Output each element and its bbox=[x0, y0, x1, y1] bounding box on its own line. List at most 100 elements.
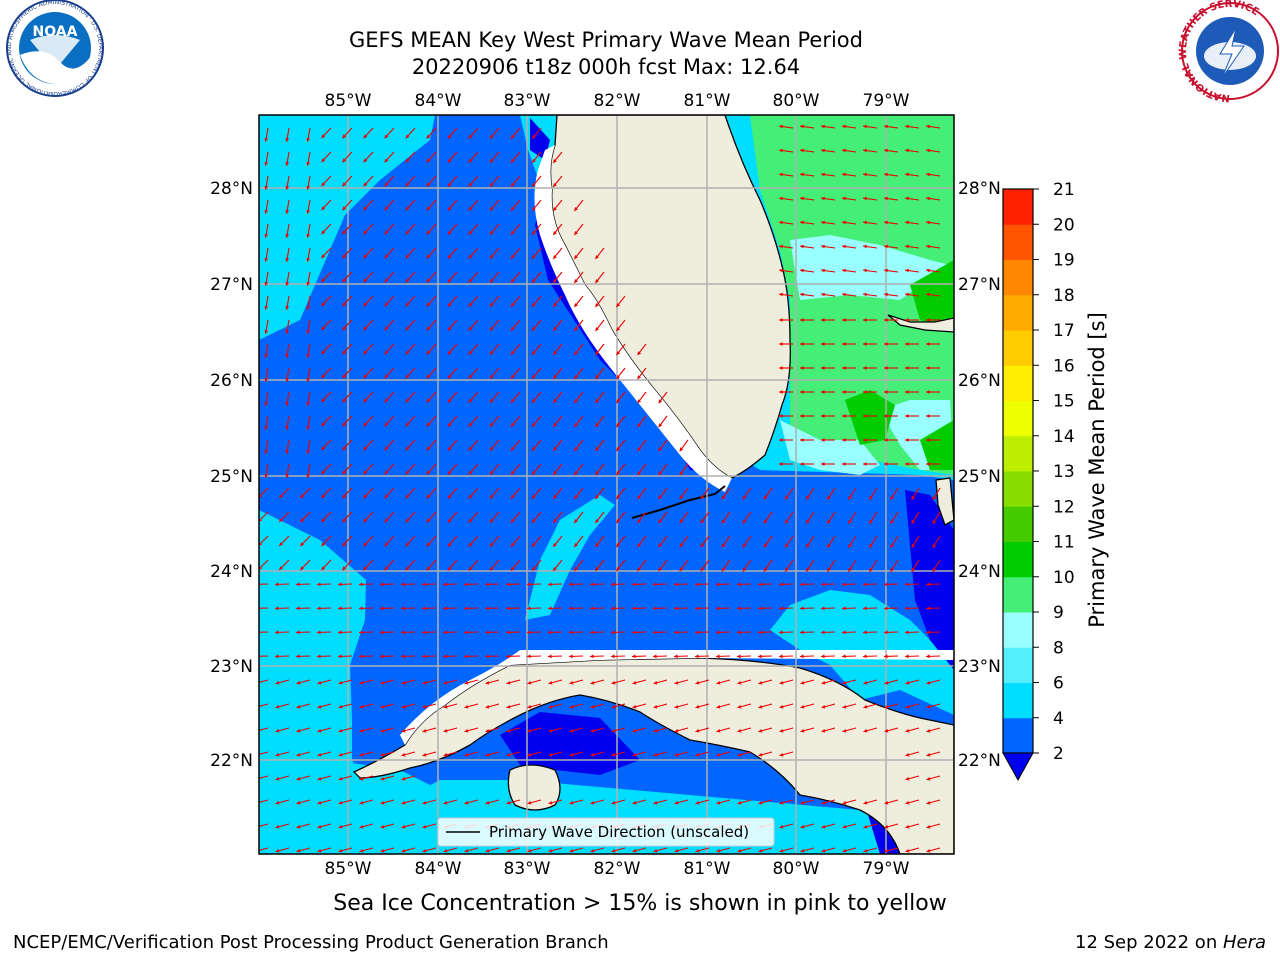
lat-label-right: 25°N bbox=[958, 467, 1001, 487]
wave-arrow-head bbox=[285, 138, 290, 142]
wave-arrow-head bbox=[611, 606, 615, 611]
wave-arrow-head bbox=[905, 318, 909, 322]
colorbar-segment bbox=[1003, 647, 1033, 683]
wave-arrow-head bbox=[490, 134, 494, 139]
wave-arrow-head bbox=[490, 302, 494, 307]
wave-arrow-head bbox=[511, 518, 515, 523]
wave-arrow-head bbox=[532, 470, 536, 475]
wave-arrow bbox=[259, 631, 269, 633]
wave-arrow-head bbox=[884, 582, 888, 587]
wave-arrow-head bbox=[264, 282, 269, 286]
wave-arrow-head bbox=[485, 606, 489, 611]
wave-arrow-head bbox=[700, 519, 705, 524]
wave-arrow-head bbox=[884, 366, 888, 370]
wave-arrow-head bbox=[511, 446, 515, 451]
wave-arrow-head bbox=[779, 244, 783, 249]
wave-arrow-head bbox=[548, 680, 553, 685]
wave-arrow-head bbox=[405, 326, 410, 331]
wave-arrow-head bbox=[405, 206, 410, 211]
lon-label-top: 79°W bbox=[863, 91, 910, 111]
wave-arrow-head bbox=[296, 776, 301, 781]
wave-arrow-head bbox=[595, 399, 599, 403]
wave-arrow-head bbox=[842, 824, 847, 829]
colorbar-tick-label: 18 bbox=[1053, 286, 1075, 306]
lat-label-left: 23°N bbox=[210, 657, 253, 677]
wave-arrow-head bbox=[384, 278, 389, 283]
wave-arrow-head bbox=[363, 422, 368, 427]
wave-arrow-head bbox=[321, 230, 326, 235]
wave-arrow-head bbox=[842, 124, 846, 129]
wave-arrow-head bbox=[275, 728, 280, 733]
wave-arrow-head bbox=[464, 630, 468, 635]
wave-arrow-head bbox=[384, 374, 389, 379]
wave-arrow-head bbox=[863, 124, 867, 129]
wave-arrow-head bbox=[574, 567, 578, 571]
wave-arrow bbox=[259, 727, 269, 731]
wave-arrow-head bbox=[785, 495, 789, 500]
wave-arrow-head bbox=[637, 495, 642, 500]
wave-arrow-head bbox=[821, 848, 826, 853]
wave-arrow-head bbox=[317, 630, 321, 635]
wave-arrow-head bbox=[695, 680, 700, 685]
wave-arrow-head bbox=[632, 680, 637, 685]
wave-arrow-head bbox=[405, 566, 410, 571]
wave-arrow-head bbox=[905, 630, 909, 635]
wave-arrow-head bbox=[926, 630, 930, 635]
wave-arrow-head bbox=[658, 447, 663, 452]
wave-arrow-head bbox=[716, 606, 720, 611]
wave-arrow-head bbox=[884, 196, 888, 201]
wave-arrow-head bbox=[468, 254, 473, 259]
wave-arrow-head bbox=[468, 182, 473, 187]
wave-arrow-head bbox=[447, 374, 452, 379]
wave-arrow-head bbox=[306, 138, 311, 142]
wave-arrow-head bbox=[821, 196, 825, 201]
lat-label-right: 28°N bbox=[958, 179, 1001, 199]
wave-arrow-head bbox=[321, 494, 326, 499]
wave-arrow-head bbox=[342, 566, 347, 571]
wave-arrow-head bbox=[447, 158, 452, 163]
wave-arrow-head bbox=[869, 543, 873, 548]
wave-arrow-head bbox=[321, 326, 326, 331]
wave-arrow-head bbox=[842, 366, 846, 370]
wave-arrow-head bbox=[863, 196, 867, 201]
wave-arrow-head bbox=[905, 196, 909, 201]
wave-arrow-head bbox=[321, 470, 326, 475]
wave-arrow bbox=[259, 799, 269, 803]
wave-arrow-head bbox=[637, 447, 642, 452]
wave-arrow-head bbox=[380, 654, 384, 659]
wave-arrow-head bbox=[468, 326, 473, 331]
wave-arrow-head bbox=[821, 292, 825, 297]
wave-arrow-head bbox=[679, 471, 684, 476]
wave-arrow-head bbox=[800, 630, 804, 635]
wave-arrow-head bbox=[863, 462, 867, 466]
wave-arrow-head bbox=[443, 680, 448, 685]
wave-arrow-head bbox=[548, 752, 553, 757]
lon-label-bottom: 81°W bbox=[684, 859, 731, 879]
wave-arrow-head bbox=[511, 326, 515, 331]
wave-arrow-head bbox=[506, 728, 511, 733]
wave-arrow-head bbox=[842, 414, 846, 418]
wave-arrow-head bbox=[254, 582, 258, 586]
wave-arrow-head bbox=[926, 462, 930, 466]
wave-arrow-head bbox=[806, 495, 810, 500]
wave-arrow-head bbox=[359, 606, 363, 611]
wave-arrow-head bbox=[405, 350, 410, 355]
wave-arrow-head bbox=[532, 422, 536, 427]
wave-arrow-head bbox=[338, 704, 343, 709]
wave-arrow-head bbox=[511, 566, 515, 571]
wave-arrow-head bbox=[842, 438, 846, 442]
wave-arrow-head bbox=[264, 138, 269, 142]
wave-arrow-head bbox=[553, 495, 557, 499]
wave-arrow-head bbox=[405, 446, 410, 451]
wave-arrow-head bbox=[485, 704, 490, 709]
wave-arrow-head bbox=[616, 543, 621, 548]
wave-arrow-head bbox=[264, 330, 269, 334]
wave-arrow-head bbox=[317, 728, 322, 733]
wave-arrow-head bbox=[279, 542, 283, 546]
wave-arrow-head bbox=[716, 800, 721, 805]
wave-arrow-head bbox=[275, 824, 280, 829]
wave-arrow-head bbox=[737, 680, 742, 685]
wave-arrow-head bbox=[637, 351, 642, 356]
wave-arrow-head bbox=[574, 351, 578, 355]
wave-arrow-head bbox=[306, 282, 311, 286]
